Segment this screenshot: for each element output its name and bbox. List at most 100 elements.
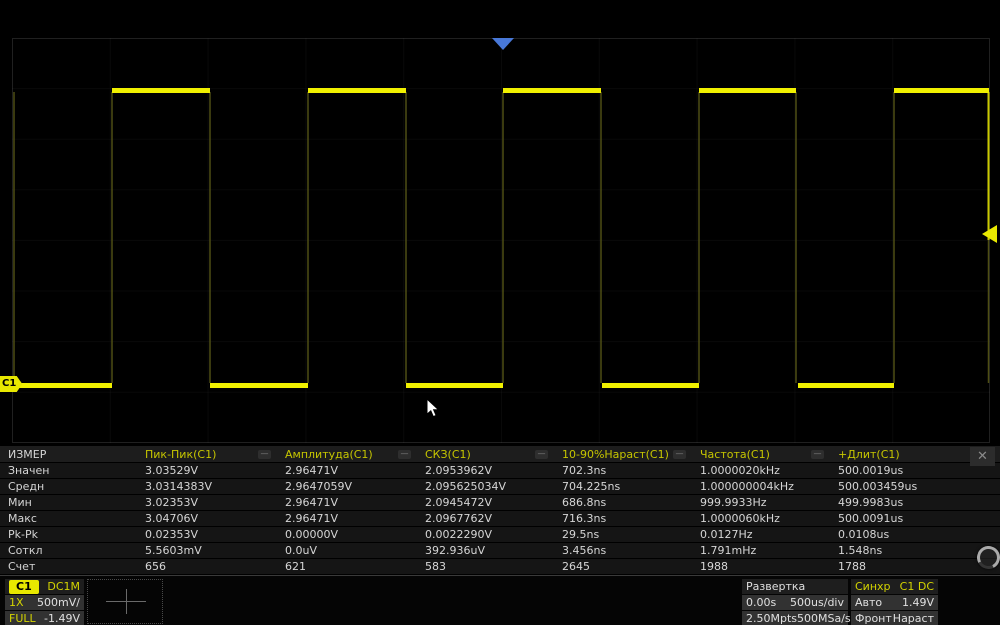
minus-icon[interactable]: — xyxy=(398,449,411,459)
timebase-samplerate: 500MSa/s xyxy=(797,612,851,625)
channel-atten: 1X xyxy=(9,596,24,609)
cell: 621 xyxy=(285,560,306,573)
row-label: Pk-Pk xyxy=(8,528,38,541)
channel-descriptor-c1[interactable]: C1 DC1M 1X 500mV/ FULL -1.49V xyxy=(5,579,84,625)
cell: 2.095625034V xyxy=(425,480,507,493)
minus-icon[interactable]: — xyxy=(673,449,686,459)
cell: 3.02353V xyxy=(145,496,199,509)
trigger-mode: Авто xyxy=(855,596,883,609)
cell: 999.9933Hz xyxy=(700,496,767,509)
cell: 716.3ns xyxy=(562,512,607,525)
cell: 1.791mHz xyxy=(700,544,757,557)
trace-edges xyxy=(13,92,990,383)
row-label: Средн xyxy=(8,480,45,493)
add-channel-button[interactable] xyxy=(87,579,163,624)
cell: 583 xyxy=(425,560,446,573)
channel-coupling: DC1M xyxy=(47,580,80,593)
col-header: СКЗ(C1) xyxy=(425,447,471,461)
cell: 1.0000020kHz xyxy=(700,464,780,477)
channel-offset-marker[interactable]: C1 xyxy=(0,376,23,392)
cell: 3.0314383V xyxy=(145,480,213,493)
cell: 29.5ns xyxy=(562,528,600,541)
timebase-tdiv: 500us/div xyxy=(790,596,844,609)
cell: 2.96471V xyxy=(285,512,339,525)
col-header: Пик-Пик(C1) xyxy=(145,447,217,461)
cell: 2.0953962V xyxy=(425,464,493,477)
minus-icon[interactable]: — xyxy=(811,449,824,459)
cell: 702.3ns xyxy=(562,464,607,477)
cell: 2.96471V xyxy=(285,496,339,509)
timebase-title: Развертка xyxy=(746,580,806,593)
cell: 2.96471V xyxy=(285,464,339,477)
channel-vdiv: 500mV/ xyxy=(37,596,80,609)
measure-panel: ИЗМЕР Пик-Пик(C1) — Амплитуда(C1) — СКЗ(C1… xyxy=(0,446,1000,575)
cell: 500.0091us xyxy=(838,512,904,525)
add-cross-icon xyxy=(126,589,127,614)
col-header: 10-90%Нараст(C1) xyxy=(562,447,669,461)
cell: 0.0108us xyxy=(838,528,890,541)
measure-header-row: ИЗМЕР Пик-Пик(C1) — Амплитуда(C1) — СКЗ(C1… xyxy=(0,446,1000,462)
timebase-memory: 2.50Mpts xyxy=(746,612,798,625)
cell: 0.0022290V xyxy=(425,528,493,541)
waveform-display[interactable]: C1 xyxy=(0,0,1000,446)
row-label: Счет xyxy=(8,560,36,573)
cell: 5.5603mV xyxy=(145,544,202,557)
cell: 1788 xyxy=(838,560,866,573)
row-label: Соткл xyxy=(8,544,43,557)
channel-offset: -1.49V xyxy=(44,612,80,625)
table-row: Средн 3.0314383V 2.9647059V 2.095625034V… xyxy=(0,479,1000,494)
cell: 1.0000060kHz xyxy=(700,512,780,525)
col-header: Амплитуда(C1) xyxy=(285,447,373,461)
cell: 2.0967762V xyxy=(425,512,493,525)
cell: 1988 xyxy=(700,560,728,573)
cell: 392.936uV xyxy=(425,544,485,557)
cell: 500.003459us xyxy=(838,480,918,493)
row-label: Значен xyxy=(8,464,50,477)
cell: 1.548ns xyxy=(838,544,883,557)
trace-c1 xyxy=(14,88,989,388)
table-row: Мин 3.02353V 2.96471V 2.0945472V 686.8ns… xyxy=(0,495,1000,510)
cell: 656 xyxy=(145,560,166,573)
cell: 0.02353V xyxy=(145,528,199,541)
trigger-level: 1.49V xyxy=(901,596,934,609)
trigger-source: C1 DC xyxy=(899,580,934,593)
trigger-slope: Нараст xyxy=(892,612,934,625)
trigger-position-marker-icon[interactable] xyxy=(492,38,514,50)
cell: 0.0uV xyxy=(285,544,317,557)
col-header: +Длит(C1) xyxy=(838,447,900,461)
trigger-level-marker-icon[interactable] xyxy=(982,225,997,243)
cell: 2645 xyxy=(562,560,590,573)
trigger-kind: Фронт xyxy=(855,612,892,625)
cell: 499.9983us xyxy=(838,496,904,509)
status-bar: C1 DC1M 1X 500mV/ FULL -1.49V Развертка … xyxy=(0,575,1000,625)
row-label: Макс xyxy=(8,512,37,525)
timebase-delay: 0.00s xyxy=(746,596,777,609)
cell: 1.000000004kHz xyxy=(700,480,794,493)
timebase-descriptor[interactable]: Развертка 0.00s 500us/div 2.50Mpts 500MS… xyxy=(742,579,851,625)
cell: 500.0019us xyxy=(838,464,904,477)
row-label: Мин xyxy=(8,496,32,509)
minus-icon[interactable]: — xyxy=(258,449,271,459)
table-row: Макс 3.04706V 2.96471V 2.0967762V 716.3n… xyxy=(0,511,1000,526)
channel-badge[interactable]: C1 xyxy=(9,579,39,594)
close-icon[interactable]: ✕ xyxy=(970,447,995,466)
table-row: Счет 656 621 583 2645 1988 1788 xyxy=(0,559,1000,574)
cell: 3.456ns xyxy=(562,544,607,557)
cell: 3.04706V xyxy=(145,512,199,525)
trigger-descriptor[interactable]: Синхр C1 DC Авто 1.49V Фронт Нараст xyxy=(851,579,938,625)
waveform-grid xyxy=(12,38,990,443)
cell: 704.225ns xyxy=(562,480,621,493)
table-row: Соткл 5.5603mV 0.0uV 392.936uV 3.456ns 1… xyxy=(0,543,1000,558)
trigger-title: Синхр xyxy=(855,580,891,593)
table-row: Pk-Pk 0.02353V 0.00000V 0.0022290V 29.5n… xyxy=(0,527,1000,542)
minus-icon[interactable]: — xyxy=(535,449,548,459)
cell: 2.9647059V xyxy=(285,480,353,493)
channel-bandwidth: FULL xyxy=(9,612,36,625)
cell: 686.8ns xyxy=(562,496,607,509)
table-row: Значен 3.03529V 2.96471V 2.0953962V 702.… xyxy=(0,463,1000,478)
cell: 3.03529V xyxy=(145,464,199,477)
mouse-cursor xyxy=(426,398,440,418)
cell: 2.0945472V xyxy=(425,496,493,509)
cell: 0.0127Hz xyxy=(700,528,753,541)
